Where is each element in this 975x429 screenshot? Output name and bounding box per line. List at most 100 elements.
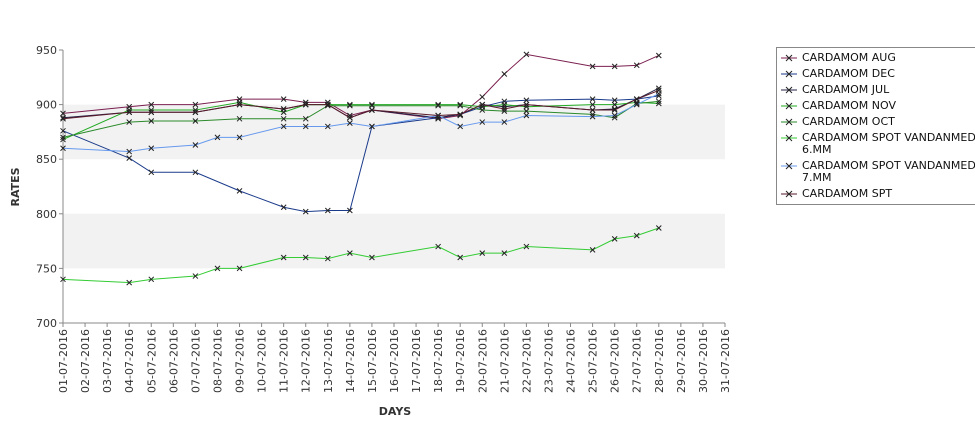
data-point-marker xyxy=(611,106,618,112)
marker-stroke xyxy=(435,101,441,108)
marker-stroke xyxy=(302,254,309,261)
legend-cross xyxy=(785,54,793,62)
x-tick-label: 26-07-2016 xyxy=(609,329,622,393)
data-point-marker xyxy=(60,127,66,134)
marker-stroke xyxy=(302,123,309,130)
data-point-marker xyxy=(302,123,309,130)
legend-item: CARDAMOM NOV xyxy=(781,100,896,112)
marker-stroke xyxy=(435,102,441,109)
data-point-marker xyxy=(148,101,155,108)
data-point-marker xyxy=(192,101,199,108)
marker-stroke xyxy=(655,52,662,59)
marker-stroke xyxy=(589,63,596,70)
marker-stroke xyxy=(302,115,309,122)
marker-stroke xyxy=(611,112,618,119)
series xyxy=(60,99,662,143)
data-point-marker xyxy=(655,225,662,231)
data-point-marker xyxy=(347,120,353,127)
marker-stroke xyxy=(214,134,221,141)
x-tick-label: 12-07-2016 xyxy=(300,329,313,393)
marker-stroke xyxy=(126,109,133,116)
x-tick-label: 19-07-2016 xyxy=(454,329,467,393)
x-tick-label: 24-07-2016 xyxy=(565,329,578,393)
marker-stroke xyxy=(589,96,596,102)
marker-stroke xyxy=(148,109,155,116)
x-tick-label: 22-07-2016 xyxy=(520,329,533,393)
data-point-marker xyxy=(192,118,199,124)
marker-stroke xyxy=(192,169,199,176)
x-axis-title: DAYS xyxy=(379,405,412,418)
marker-stroke xyxy=(148,276,155,283)
x-tick-label: 08-07-2016 xyxy=(211,329,224,393)
marker-stroke xyxy=(611,114,618,121)
data-point-marker xyxy=(369,101,375,108)
marker-stroke xyxy=(302,208,309,215)
data-point-marker xyxy=(324,102,331,109)
marker-stroke xyxy=(611,236,618,242)
data-point-marker xyxy=(324,207,331,214)
legend-label: CARDAMOM SPOT VANDANMEDU 7.MM xyxy=(802,159,975,184)
data-point-marker xyxy=(435,101,441,108)
data-point-marker xyxy=(457,102,464,109)
marker-stroke xyxy=(479,107,486,113)
marker-stroke xyxy=(60,127,66,134)
data-point-marker xyxy=(435,112,441,119)
data-point-marker xyxy=(479,101,486,108)
data-point-marker xyxy=(369,107,375,113)
data-point-marker xyxy=(501,250,508,256)
data-point-marker xyxy=(280,204,287,211)
marker-stroke xyxy=(236,115,243,122)
legend-marker-icon xyxy=(781,134,797,142)
marker-stroke xyxy=(369,101,375,108)
y-tick-label: 900 xyxy=(36,99,57,112)
legend-label: CARDAMOM AUG xyxy=(802,51,896,64)
marker-stroke xyxy=(501,119,508,125)
marker-stroke xyxy=(457,254,464,261)
marker-stroke xyxy=(347,250,353,256)
marker-stroke xyxy=(501,108,508,115)
series xyxy=(60,225,662,286)
x-tick-label: 29-07-2016 xyxy=(675,329,688,393)
x-tick-label: 31-07-2016 xyxy=(719,329,732,393)
marker-stroke xyxy=(457,101,464,108)
marker-stroke xyxy=(192,273,199,279)
data-point-marker xyxy=(457,111,464,118)
marker-stroke xyxy=(302,101,309,108)
data-point-marker xyxy=(369,123,375,130)
data-point-marker xyxy=(126,155,133,161)
data-point-marker xyxy=(457,254,464,261)
data-point-marker xyxy=(369,102,375,109)
legend-item: CARDAMOM AUG xyxy=(781,52,896,64)
legend-cross xyxy=(785,118,793,126)
legend-cross xyxy=(785,70,793,78)
marker-stroke xyxy=(501,71,508,77)
marker-stroke xyxy=(148,107,155,113)
marker-stroke xyxy=(280,254,287,261)
data-point-marker xyxy=(655,52,662,59)
legend-label: CARDAMOM JUL xyxy=(802,83,890,96)
legend-marker-icon xyxy=(781,86,797,94)
marker-stroke xyxy=(60,110,66,117)
marker-stroke xyxy=(302,99,309,106)
data-point-marker xyxy=(523,243,530,250)
data-point-marker xyxy=(347,207,353,214)
marker-stroke xyxy=(148,101,155,108)
data-point-marker xyxy=(501,101,508,108)
data-point-marker xyxy=(655,85,662,92)
x-tick-label: 09-07-2016 xyxy=(234,329,247,393)
marker-stroke xyxy=(479,250,486,256)
legend-marker-icon xyxy=(781,102,797,110)
marker-stroke xyxy=(148,118,155,124)
series-layer xyxy=(60,51,662,286)
legend-item: CARDAMOM OCT xyxy=(781,116,895,128)
marker-stroke xyxy=(347,102,353,109)
marker-stroke xyxy=(126,107,133,113)
x-tick-label: 06-07-2016 xyxy=(167,329,180,393)
data-point-marker xyxy=(611,63,618,70)
data-point-marker xyxy=(280,96,287,102)
data-point-marker xyxy=(611,107,618,113)
y-tick-label: 950 xyxy=(36,44,57,57)
marker-stroke xyxy=(324,101,331,108)
x-tick-label: 27-07-2016 xyxy=(631,329,644,393)
data-point-marker xyxy=(479,94,486,100)
